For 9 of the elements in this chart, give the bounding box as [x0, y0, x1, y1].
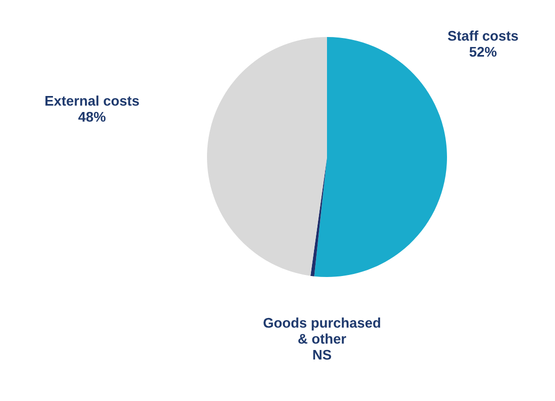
data-label: 48%	[78, 112, 106, 122]
pie-slice	[310, 157, 327, 276]
data-label: NS	[313, 350, 332, 360]
slice-label: Goods purchased & other	[264, 318, 380, 344]
pie-slice	[207, 37, 327, 276]
pie-slice	[314, 37, 447, 277]
slice-label: Staff costs	[448, 30, 518, 41]
data-label: 52%	[470, 46, 497, 57]
slice-label: External costs	[45, 96, 139, 106]
